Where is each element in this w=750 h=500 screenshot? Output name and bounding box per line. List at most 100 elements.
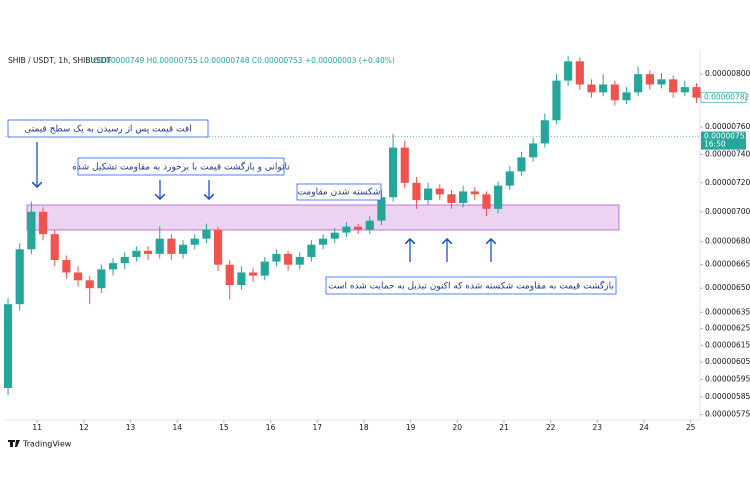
x-tick-label: 19: [406, 423, 416, 432]
candle-body: [529, 143, 538, 158]
annotation: ناتوانی و بازگشت قیمت با برخورد به مقاوم…: [72, 161, 290, 173]
y-tick-label: 0.00000665: [705, 260, 750, 269]
candle-body: [272, 253, 281, 262]
annotation-box: [77, 157, 285, 176]
candle-body: [295, 256, 304, 265]
candle-body: [143, 250, 153, 254]
candle-body: [564, 61, 573, 81]
candle-body: [330, 232, 339, 239]
candle-body: [692, 87, 701, 98]
candle-body: [540, 120, 549, 144]
y-tick-label: 0.00000650: [705, 283, 750, 292]
candle-body: [15, 249, 24, 305]
brand-logo: [8, 440, 20, 447]
y-tick-label: 0.00000680: [705, 237, 750, 246]
y-tick-label: 0.00000700: [705, 207, 750, 216]
candle-body: [470, 191, 479, 195]
annotation-box: [7, 119, 209, 138]
candle-body: [389, 147, 398, 198]
symbol: SHIB / USDT, 1h, SHIBUSDT: [8, 56, 112, 65]
candle-body: [284, 253, 293, 265]
y-tick-label: 0.00000740: [705, 150, 750, 159]
x-tick-label: 22: [546, 423, 556, 432]
candle-body: [178, 244, 188, 254]
x-tick-label: 16: [266, 423, 276, 432]
candle-body: [202, 229, 211, 239]
x-tick-label: 15: [219, 423, 229, 432]
x-tick-label: 21: [499, 423, 509, 432]
resistance-zone: [26, 204, 620, 231]
candle-body: [622, 92, 631, 101]
candle-body: [319, 238, 328, 245]
price-label: 0.00000753: [704, 132, 750, 141]
candle-body: [50, 234, 59, 261]
brand: TradingView: [22, 440, 72, 449]
y-tick-label: 0.00000760: [705, 122, 750, 131]
candle-body: [657, 79, 666, 85]
candle-body: [424, 188, 433, 201]
candle-body: [3, 304, 13, 389]
candle-body: [155, 238, 164, 254]
price-label-box: [700, 92, 747, 103]
x-tick-label: 18: [359, 423, 369, 432]
y-tick-label: 0.00000615: [705, 340, 750, 349]
candle-body: [599, 84, 608, 93]
candle-body: [167, 238, 176, 254]
candle-body: [213, 229, 223, 265]
x-tick-label: 20: [453, 423, 463, 432]
candle-body: [610, 84, 619, 101]
candle-body: [190, 238, 199, 245]
y-tick-label: 0.00000720: [705, 178, 750, 187]
candle-body: [85, 280, 94, 289]
candle-body: [680, 87, 689, 93]
candle-body: [482, 194, 491, 209]
ohlc-header: O0.00000749 H0.00000755 L0.00000748 C0.0…: [93, 56, 395, 65]
annotation-box: [325, 276, 617, 295]
candle-body: [307, 244, 316, 257]
candle-body: [365, 220, 374, 230]
candle-body: [587, 84, 596, 93]
y-tick-label: 0.00000595: [705, 374, 750, 383]
price-label: 0.00000782: [704, 93, 750, 102]
annotation: شکسته شدن مقاومت: [298, 188, 381, 198]
x-tick-label: 11: [32, 423, 42, 432]
y-tick-label: 0.00000635: [705, 307, 750, 316]
candle-body: [517, 157, 526, 172]
x-tick-label: 24: [639, 423, 649, 432]
annotation: بازگشت قیمت به مقاومت شکسته شده که اکنون…: [328, 280, 614, 292]
candle-body: [645, 74, 654, 85]
y-tick-label: 0.00000605: [705, 357, 750, 366]
x-tick-label: 13: [126, 423, 136, 432]
y-tick-label: 0.00000800: [705, 69, 750, 78]
y-tick-label: 0.00000625: [705, 324, 750, 333]
x-tick-label: 14: [172, 423, 182, 432]
candle-body: [494, 185, 503, 209]
candle-body: [669, 79, 678, 93]
candle-body: [237, 272, 246, 286]
candle-body: [120, 256, 129, 264]
price-label-box: [701, 131, 746, 150]
candle-body: [73, 272, 83, 281]
candle-body: [62, 260, 71, 273]
candle-body: [97, 269, 106, 289]
candle-body: [225, 264, 234, 286]
candle-body: [400, 147, 409, 183]
y-tick-label: 0.00000575: [705, 410, 750, 419]
candle-body: [108, 263, 118, 270]
candle-body: [132, 250, 141, 257]
x-tick-label: 25: [686, 423, 696, 432]
candle-body: [575, 61, 584, 85]
candle-body: [552, 80, 561, 121]
price-label-time: 16:50: [704, 140, 726, 149]
x-tick-label: 17: [312, 423, 322, 432]
candle-body: [27, 211, 36, 250]
candle-body: [447, 194, 456, 204]
candle-body: [38, 211, 48, 235]
candle-body: [354, 226, 363, 230]
x-tick-label: 12: [79, 423, 89, 432]
candle-body: [435, 188, 444, 195]
candle-body: [505, 171, 514, 186]
candle-body: [377, 197, 386, 221]
candle-body: [459, 191, 468, 204]
